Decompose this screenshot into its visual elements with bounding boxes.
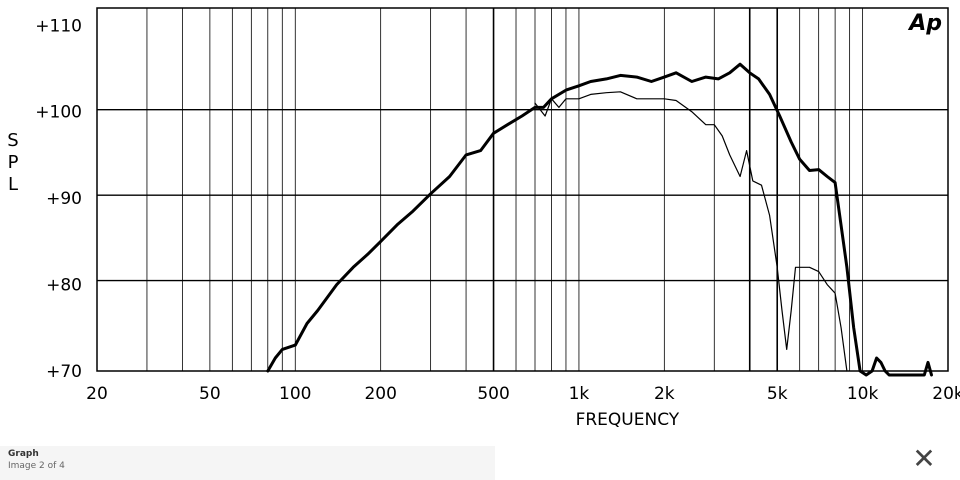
x-tick-label: 10k: [847, 384, 879, 404]
x-tick-label: 20: [86, 384, 108, 404]
x-tick-label: 50: [199, 384, 221, 404]
y-tick-label: +80: [46, 276, 82, 296]
x-tick-label: 1k: [569, 384, 590, 404]
x-tick-labels: 20 50 100 200 500 1k 2k 5k 10k 20k: [86, 384, 960, 404]
x-axis-title: FREQUENCY: [576, 410, 680, 430]
chart: 20 50 100 200 500 1k 2k 5k 10k 20k +70+80+90+100+…: [7, 7, 960, 430]
caption-bar: [0, 446, 495, 480]
plot-frame: [96, 7, 949, 372]
ap-logo: Ap: [907, 11, 942, 36]
series-group: [266, 62, 933, 377]
caption-title: Graph: [8, 449, 39, 459]
x-tick-label: 500: [477, 384, 509, 404]
y-axis-title-letter: P: [8, 152, 19, 173]
x-tick-label: 100: [279, 384, 311, 404]
series-line-thick: [266, 62, 933, 377]
x-tick-label: 20k: [932, 384, 960, 404]
caption-subtitle: Image 2 of 4: [8, 461, 65, 471]
y-axis-title-letter: S: [7, 130, 18, 151]
y-tick-label: +100: [35, 103, 82, 123]
y-tick-label: +70: [46, 362, 82, 382]
grid: [97, 8, 948, 371]
x-tick-label: 200: [364, 384, 396, 404]
y-tick-label: +90: [46, 189, 82, 209]
close-button[interactable]: ✕: [906, 443, 942, 475]
x-tick-label: 2k: [654, 384, 675, 404]
close-icon: ✕: [912, 442, 936, 475]
series-line-thin: [534, 91, 848, 372]
y-tick-label: +110: [35, 16, 82, 36]
y-axis-title-letter: L: [8, 174, 18, 195]
x-tick-label: 5k: [767, 384, 788, 404]
y-tick-labels: +70 +80 +90 +100 +110: [35, 16, 82, 382]
